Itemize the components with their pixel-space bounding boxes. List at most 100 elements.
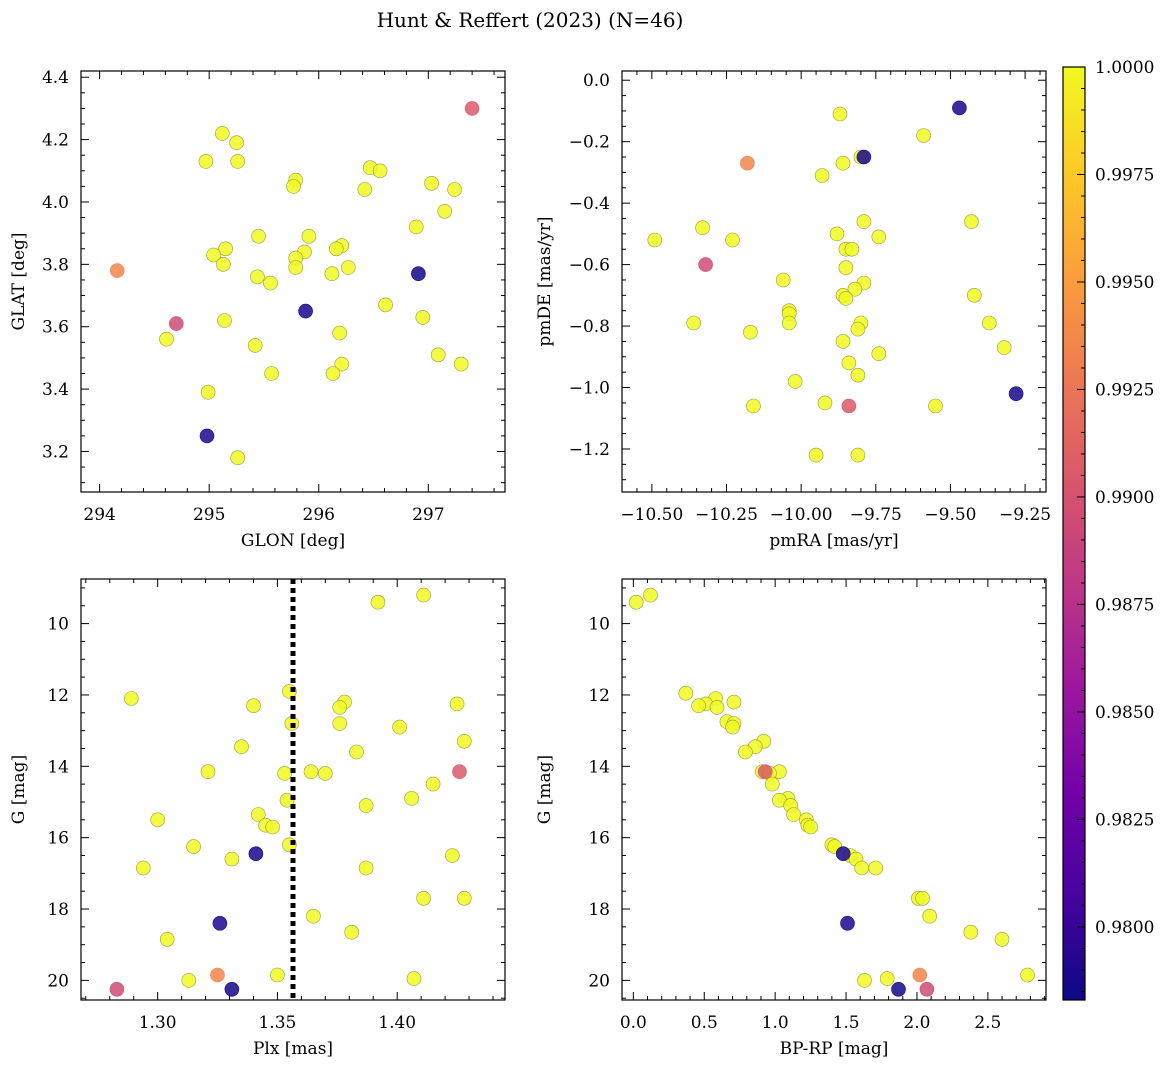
- data-point: [832, 106, 848, 122]
- y-axis-label: pmDE [mas/yr]: [535, 216, 555, 346]
- x-tick-label: 296: [303, 505, 335, 525]
- data-point: [344, 924, 360, 940]
- data-point: [229, 135, 244, 150]
- data-point: [317, 766, 333, 781]
- data-point: [743, 324, 758, 340]
- data-point: [277, 766, 292, 781]
- data-point: [210, 967, 225, 983]
- data-point: [775, 272, 791, 288]
- colorbar-tick-label: 0.9925: [1095, 380, 1154, 400]
- data-point: [332, 325, 347, 341]
- data-point: [966, 287, 982, 303]
- colorbar-gradient: [1062, 66, 1086, 1001]
- data-point: [159, 331, 174, 347]
- data-point: [370, 594, 386, 610]
- x-tick-label: 1.5: [833, 1013, 860, 1033]
- x-tick-label: −9.75: [850, 505, 902, 525]
- data-point: [850, 367, 866, 383]
- x-tick-label: 0.0: [620, 1013, 647, 1033]
- data-point: [912, 967, 928, 983]
- data-point: [854, 860, 870, 876]
- data-point: [136, 860, 151, 876]
- y-tick-label: −0.4: [569, 194, 610, 214]
- data-point: [124, 691, 139, 706]
- y-tick-label: 16: [47, 829, 69, 849]
- data-point: [850, 321, 866, 337]
- data-point: [857, 973, 872, 988]
- figure-title: Hunt & Reffert (2023) (N=46): [377, 8, 684, 32]
- y-tick-label: 3.8: [42, 255, 69, 275]
- data-point: [200, 384, 216, 400]
- data-point: [378, 297, 393, 313]
- data-point: [186, 839, 201, 854]
- data-point: [678, 685, 694, 701]
- y-tick-label: 4.0: [42, 193, 69, 213]
- data-point: [817, 395, 833, 411]
- data-point: [230, 450, 245, 466]
- data-point: [349, 744, 364, 760]
- data-point: [250, 807, 266, 822]
- data-point: [150, 812, 165, 828]
- data-point: [835, 155, 851, 171]
- x-tick-label: 1.30: [139, 1013, 177, 1033]
- data-point: [856, 149, 872, 165]
- data-point: [740, 155, 755, 171]
- data-point: [416, 587, 431, 603]
- colorbar: 0.9800 0.9825 0.9850 0.9875 0.9900 0.9925 0.99…: [1062, 58, 1154, 1001]
- data-point: [325, 366, 341, 381]
- y-tick-label: −1.2: [569, 440, 610, 460]
- y-axis-label: GLAT [deg]: [9, 232, 29, 330]
- data-point: [856, 214, 872, 229]
- data-point: [218, 241, 233, 257]
- data-point: [891, 981, 906, 997]
- colorbar-tick-label: 0.9975: [1095, 165, 1154, 185]
- data-point: [334, 356, 350, 372]
- data-point: [456, 733, 472, 749]
- panel-bprp-gmag: 0.0 0.5 1.0 1.5 2.0 2.5 10 12 14 16 18 20 BP-RP [mag…: [535, 578, 1047, 1059]
- data-point: [1020, 967, 1035, 983]
- data-point: [251, 229, 266, 244]
- data-point: [328, 241, 344, 257]
- y-tick-label: 14: [588, 757, 610, 777]
- data-point: [247, 338, 263, 353]
- data-point: [250, 269, 265, 285]
- y-tick-label: 18: [588, 900, 610, 920]
- data-point: [444, 848, 460, 863]
- data-point: [109, 981, 125, 997]
- x-tick-label: −10.25: [695, 505, 758, 525]
- y-tick-label: 18: [47, 900, 69, 920]
- data-point: [415, 310, 431, 325]
- data-point: [1008, 386, 1024, 402]
- data-point: [181, 973, 197, 988]
- data-point: [332, 700, 348, 715]
- data-point: [726, 694, 742, 710]
- data-point: [757, 764, 773, 780]
- colorbar-tick-label: 0.9850: [1095, 703, 1154, 723]
- colorbar-tick-label: 1.0000: [1095, 58, 1154, 78]
- y-tick-label: −1.0: [569, 379, 610, 399]
- data-point: [324, 266, 340, 282]
- data-point: [847, 281, 863, 297]
- data-point: [303, 764, 319, 780]
- panel-plx-gmag: 1.30 1.35 1.40 10 12 14 16 18 20 Plx [mas] G [mag]: [9, 578, 506, 1059]
- x-tick-label: 294: [83, 505, 115, 525]
- data-point: [270, 967, 285, 983]
- data-point: [838, 291, 854, 306]
- data-point: [456, 890, 472, 906]
- data-point: [916, 128, 931, 143]
- data-point: [372, 163, 388, 179]
- data-point: [964, 214, 979, 229]
- data-point: [453, 356, 469, 372]
- data-point: [392, 719, 407, 735]
- data-point: [246, 698, 261, 714]
- y-tick-label: 4.4: [42, 68, 69, 88]
- data-point: [234, 739, 249, 755]
- data-point: [963, 924, 979, 940]
- y-tick-label: −0.2: [569, 133, 610, 153]
- panel-pmra-pmde: −10.50 −10.25 −10.00 −9.75 −9.50 −9.25 −1.2 −1.…: [535, 70, 1051, 551]
- data-point: [928, 398, 943, 414]
- data-point: [643, 587, 658, 603]
- data-point: [449, 696, 465, 712]
- data-point: [301, 229, 317, 244]
- y-axis-label: G [mag]: [9, 755, 29, 824]
